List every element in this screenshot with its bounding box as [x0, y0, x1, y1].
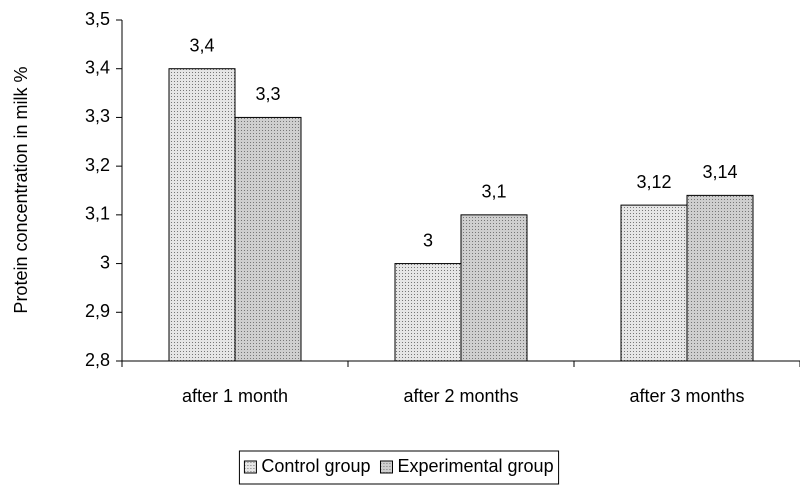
bar [234, 116, 302, 362]
x-tick-label: after 3 months [629, 386, 744, 406]
x-tick-label: after 2 months [403, 386, 518, 406]
value-label: 3,4 [189, 35, 214, 55]
y-axis-label: Protein concentration in milk % [11, 66, 31, 313]
y-tick-label: 3,4 [85, 57, 110, 77]
y-tick-label: 3,1 [85, 204, 110, 224]
legend-label: Experimental group [397, 456, 553, 476]
bar [686, 194, 754, 362]
y-tick-label: 2,9 [85, 301, 110, 321]
bar [168, 68, 236, 362]
value-label: 3,12 [636, 172, 671, 192]
value-label: 3,14 [702, 162, 737, 182]
bar [394, 263, 462, 362]
value-label: 3,3 [255, 84, 280, 104]
bar [460, 214, 528, 362]
y-tick-label: 3,3 [85, 106, 110, 126]
bar [620, 204, 688, 362]
value-label: 3,1 [481, 182, 506, 202]
y-tick-label: 3,2 [85, 155, 110, 175]
value-label: 3 [423, 230, 433, 250]
y-tick-label: 3,5 [85, 9, 110, 29]
y-tick-label: 2,8 [85, 350, 110, 370]
legend-swatch [379, 460, 393, 474]
legend-swatch [243, 460, 257, 474]
legend: Control group Experimental group [238, 450, 560, 485]
legend-label: Control group [261, 456, 370, 476]
x-tick-label: after 1 month [182, 386, 288, 406]
y-tick-label: 3 [100, 252, 110, 272]
legend-frame [238, 450, 560, 485]
